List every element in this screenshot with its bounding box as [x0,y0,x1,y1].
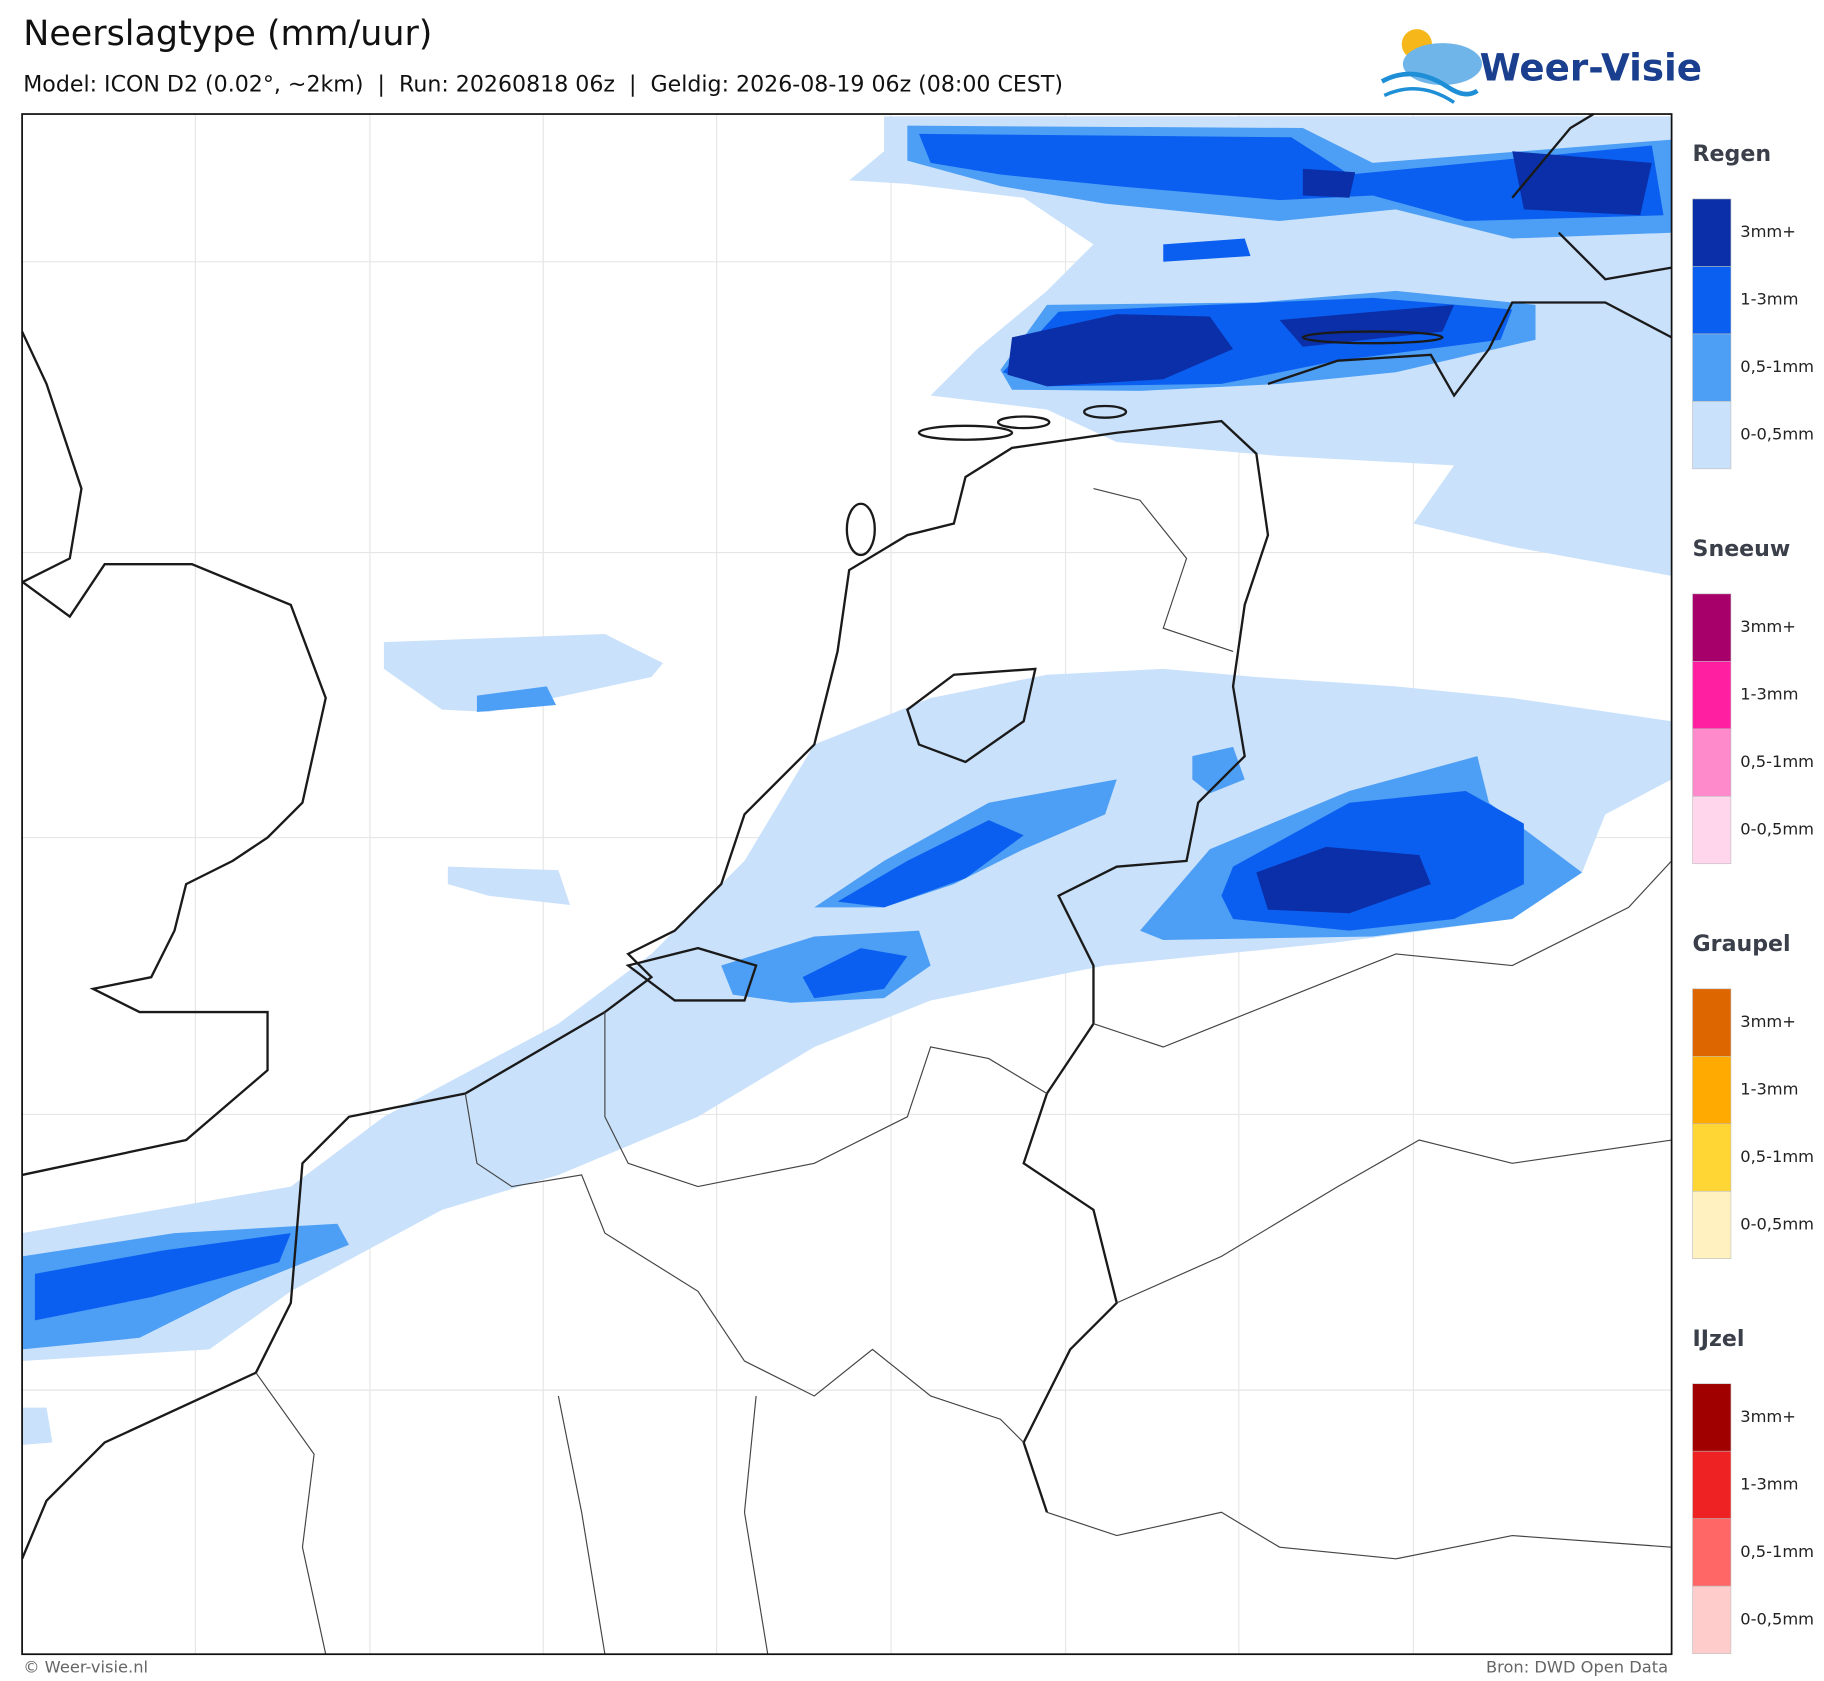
subtitle: Model: ICON D2 (0.02°, ~2km) | Run: 2026… [23,71,1063,97]
legend-label: 0,5-1mm [1740,752,1814,771]
legend-label: 3mm+ [1740,1407,1796,1426]
coastlines [21,113,1673,1560]
legend-label: 0-0,5mm [1740,820,1814,839]
copyright: © Weer-visie.nl [23,1658,148,1677]
legend-group-title: Graupel [1693,931,1791,957]
legend-label: 3mm+ [1740,1012,1796,1031]
legend-swatch [1692,1518,1732,1587]
precipitation [22,116,1672,1445]
legend: Regen 3mm+ 1-3mm 0,5-1mm 0-0,5mm Sneeuw 3mm+ 1-… [1692,141,1814,1654]
legend-swatch [1692,988,1732,1057]
legend-label: 1-3mm [1740,1080,1798,1099]
legend-label: 1-3mm [1740,1474,1798,1493]
legend-swatch [1692,1055,1732,1125]
legend-label: 0-0,5mm [1740,1214,1814,1233]
map [21,113,1673,1656]
title: Neerslagtype (mm/uur) [23,14,432,54]
legend-label: 1-3mm [1740,290,1798,309]
legend-swatch [1692,1383,1732,1452]
legend-swatch [1692,1123,1732,1192]
legend-swatch [1692,1585,1732,1654]
legend-swatch [1692,401,1732,470]
legend-swatch [1692,796,1732,865]
borders [255,488,1673,1655]
legend-label: 3mm+ [1740,617,1796,636]
legend-swatch [1692,1450,1732,1519]
legend-group-title: Sneeuw [1693,536,1791,562]
legend-swatch [1692,661,1732,730]
legend-group-title: IJzel [1693,1326,1745,1352]
legend-swatch [1692,1190,1732,1259]
legend-label: 0,5-1mm [1740,1147,1814,1166]
legend-swatch [1692,333,1732,402]
legend-label: 0-0,5mm [1740,1609,1814,1628]
source: Bron: DWD Open Data [1486,1658,1668,1677]
logo: Weer-Visie [1380,29,1702,104]
legend-swatch [1692,593,1732,662]
legend-group-title: Regen [1693,141,1772,167]
legend-label: 1-3mm [1740,685,1798,704]
legend-swatch [1692,266,1732,335]
legend-label: 0,5-1mm [1740,357,1814,376]
legend-label: 3mm+ [1740,222,1796,241]
logo-text: Weer-Visie [1480,45,1702,89]
legend-swatch [1692,198,1732,267]
legend-label: 0-0,5mm [1740,425,1814,444]
legend-swatch [1692,728,1732,797]
legend-label: 0,5-1mm [1740,1542,1814,1561]
